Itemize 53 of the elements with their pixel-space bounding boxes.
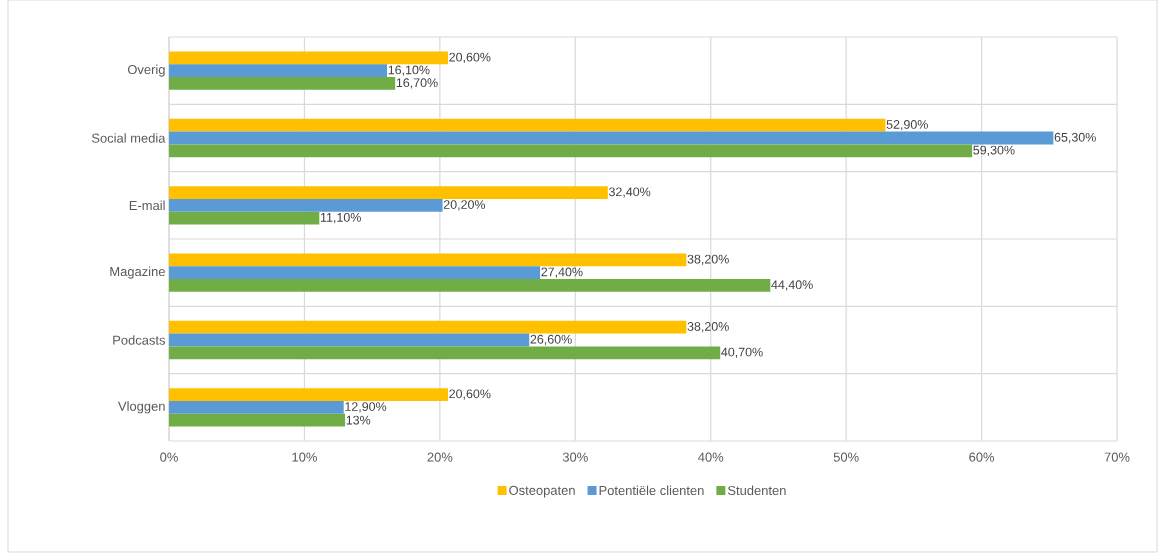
bar: [169, 253, 687, 267]
bar: [169, 198, 443, 212]
x-tick-label: 60%: [969, 452, 995, 462]
bar: [169, 279, 771, 292]
x-tick-label: 70%: [1104, 452, 1130, 462]
data-label: 27,40%: [541, 267, 583, 278]
x-tick-label: 20%: [427, 452, 453, 462]
y-tick-label: Podcasts: [113, 335, 166, 345]
bar: [169, 413, 346, 427]
x-tick-label: 0%: [160, 452, 178, 462]
bar: [169, 64, 388, 78]
data-label: 20,60%: [449, 389, 491, 400]
data-label: 26,60%: [530, 334, 572, 346]
legend-label: Potentiële clienten: [599, 485, 704, 496]
data-label: 52,90%: [886, 120, 928, 131]
legend-label: Osteopaten: [509, 485, 575, 498]
bar: [169, 400, 344, 414]
data-label: 16,10%: [388, 65, 430, 76]
bar: [169, 388, 448, 401]
y-tick-label: E-mail: [129, 200, 165, 211]
bar: [169, 118, 886, 132]
data-label: 12,90%: [345, 402, 387, 413]
data-label: 32,40%: [608, 187, 651, 198]
bar: [169, 144, 973, 158]
y-tick-label: Social media: [91, 133, 166, 143]
bar: [169, 51, 448, 65]
x-tick-label: 30%: [562, 452, 588, 462]
bar: [169, 211, 320, 225]
bar: [169, 266, 541, 280]
y-tick-label: Overig: [127, 64, 165, 77]
x-tick-label: 10%: [292, 452, 317, 462]
y-tick-label: Magazine: [110, 266, 165, 279]
bar: [169, 346, 721, 360]
data-label: 13%: [346, 415, 371, 425]
data-label: 38,20%: [687, 254, 729, 265]
legend-label: Studenten: [727, 485, 786, 496]
data-label: 20,60%: [449, 52, 491, 63]
data-label: 38,20%: [687, 322, 729, 333]
bar: [169, 320, 687, 334]
data-label: 11,10%: [320, 212, 361, 224]
data-label: 40,70%: [721, 347, 763, 358]
bar: [169, 333, 530, 347]
bar: [169, 77, 396, 90]
data-label: 44,40%: [771, 280, 813, 291]
bar: [169, 186, 608, 199]
data-label: 16,70%: [396, 78, 438, 89]
data-label: 20,20%: [443, 200, 486, 211]
data-label: 65,30%: [1054, 132, 1096, 144]
x-tick-label: 50%: [833, 452, 859, 462]
x-tick-label: 40%: [698, 452, 724, 462]
data-label: 59,30%: [973, 145, 1015, 156]
bar: [169, 131, 1054, 145]
y-tick-label: Vloggen: [118, 401, 165, 414]
